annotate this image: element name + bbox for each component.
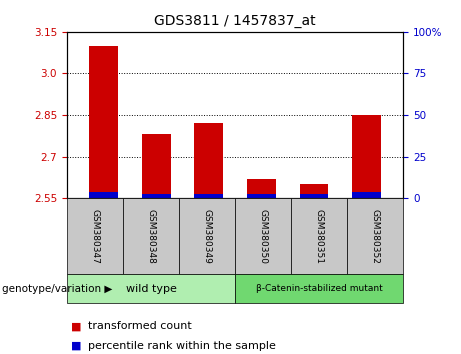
Text: GSM380351: GSM380351 <box>315 209 324 264</box>
Text: ■: ■ <box>71 341 82 351</box>
Text: transformed count: transformed count <box>88 321 191 331</box>
Text: percentile rank within the sample: percentile rank within the sample <box>88 341 276 351</box>
Title: GDS3811 / 1457837_at: GDS3811 / 1457837_at <box>154 14 316 28</box>
Bar <box>300 194 328 198</box>
Text: wild type: wild type <box>125 284 177 294</box>
Text: GSM380349: GSM380349 <box>202 209 212 264</box>
Bar <box>89 193 118 198</box>
Text: GSM380347: GSM380347 <box>90 209 100 264</box>
Text: GSM380352: GSM380352 <box>371 209 380 264</box>
Bar <box>300 184 328 198</box>
Text: ■: ■ <box>71 321 82 331</box>
Text: genotype/variation ▶: genotype/variation ▶ <box>2 284 112 294</box>
Bar <box>247 194 276 198</box>
Bar <box>352 193 381 198</box>
Bar <box>89 46 118 198</box>
Text: β-Catenin-stabilized mutant: β-Catenin-stabilized mutant <box>256 284 383 293</box>
Text: GSM380350: GSM380350 <box>259 209 268 264</box>
Bar <box>195 194 223 198</box>
Text: GSM380348: GSM380348 <box>147 209 155 264</box>
Bar <box>142 135 171 198</box>
Bar <box>142 194 171 198</box>
Bar <box>352 115 381 198</box>
Bar <box>195 124 223 198</box>
Bar <box>247 179 276 198</box>
